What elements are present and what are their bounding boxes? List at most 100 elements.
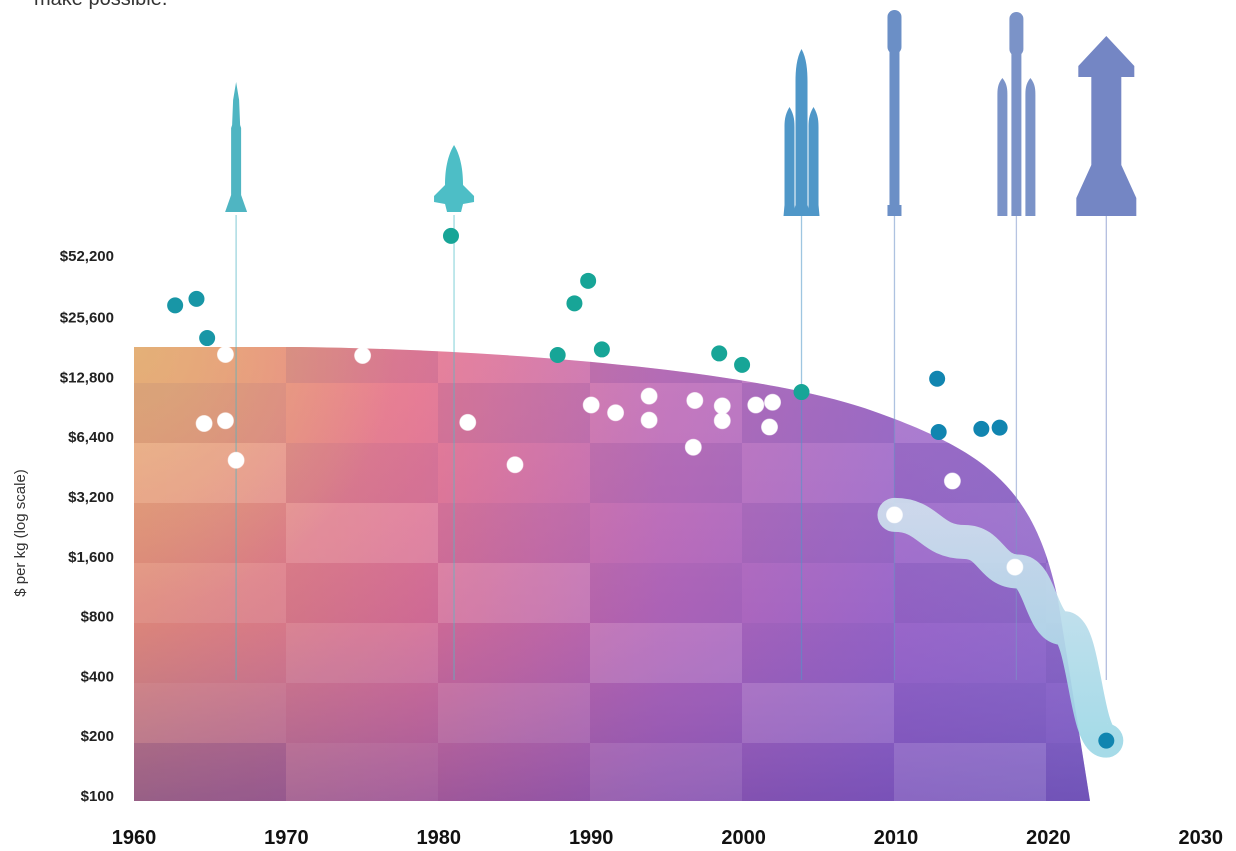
x-tick-label: 2000 xyxy=(721,827,766,849)
tile xyxy=(742,347,894,383)
tile xyxy=(438,383,590,443)
tile xyxy=(438,623,590,683)
y-tick-label: $12,800 xyxy=(60,369,114,386)
cost-area xyxy=(134,347,1100,801)
y-axis-ticks: $52,200 $25,600 $12,800 $6,400 $3,200 $1,600 $… xyxy=(60,248,114,805)
data-point xyxy=(442,227,459,244)
cost-area-corner-glow xyxy=(134,347,394,607)
tile xyxy=(742,683,894,743)
tile xyxy=(438,743,590,801)
falcon-9-body xyxy=(889,50,900,216)
tile xyxy=(134,383,286,443)
x-tick-label: 2030 xyxy=(1179,827,1224,849)
tile xyxy=(286,623,438,683)
tile xyxy=(134,443,286,503)
tile xyxy=(438,503,590,563)
tile xyxy=(286,383,438,443)
rocket-starship-icon xyxy=(1076,36,1137,216)
rocket-falcon-9-icon xyxy=(887,10,902,216)
x-tick-label: 1980 xyxy=(417,827,462,849)
tile xyxy=(590,563,742,623)
data-point xyxy=(188,290,205,307)
tile xyxy=(134,563,286,623)
data-point xyxy=(991,419,1008,436)
y-tick-label: $25,600 xyxy=(60,310,114,327)
tile xyxy=(134,347,286,383)
data-point xyxy=(764,393,782,411)
tile xyxy=(286,563,438,623)
data-point xyxy=(1098,732,1115,749)
y-axis-label: $ per kg (log scale) xyxy=(12,469,29,597)
data-point xyxy=(761,418,779,436)
tile xyxy=(742,743,894,801)
y-tick-label: $52,200 xyxy=(60,248,114,265)
data-point xyxy=(640,387,658,405)
tile xyxy=(134,503,286,563)
y-tick-label: $1,600 xyxy=(68,549,114,566)
data-point xyxy=(580,272,597,289)
x-tick-label: 2010 xyxy=(874,827,919,849)
x-tick-label: 1970 xyxy=(264,827,309,849)
center-core xyxy=(1011,52,1022,216)
tile xyxy=(134,623,286,683)
side-core xyxy=(997,78,1008,216)
tile xyxy=(1046,347,1090,383)
data-point xyxy=(582,396,600,414)
data-point xyxy=(506,456,524,474)
data-point xyxy=(711,345,728,362)
tile xyxy=(894,683,1046,743)
data-point xyxy=(943,472,961,490)
data-point xyxy=(1006,558,1024,576)
tile-grid xyxy=(134,347,1100,801)
tile xyxy=(438,563,590,623)
tile xyxy=(742,503,894,563)
x-tick-label: 2020 xyxy=(1026,827,1071,849)
data-point xyxy=(929,370,946,387)
tile xyxy=(286,743,438,801)
y-tick-label: $800 xyxy=(81,609,114,626)
tile xyxy=(1046,383,1100,443)
side-core xyxy=(1025,78,1036,216)
tile xyxy=(894,443,1046,503)
tile xyxy=(438,683,590,743)
x-tick-label: 1960 xyxy=(112,827,157,849)
tile xyxy=(742,563,894,623)
tile xyxy=(286,503,438,563)
tile xyxy=(590,743,742,801)
tile xyxy=(1046,503,1090,563)
tile xyxy=(894,383,1046,443)
saturn-v-body xyxy=(225,82,248,212)
data-point xyxy=(930,423,947,440)
rocket-saturn-v-icon xyxy=(225,82,248,212)
rocket-space-shuttle-icon xyxy=(434,145,475,212)
data-point xyxy=(199,330,216,347)
rocket-guide-lines xyxy=(235,215,1107,680)
data-point xyxy=(793,384,810,401)
y-tick-label: $3,200 xyxy=(68,489,114,506)
tile xyxy=(438,347,590,383)
tile xyxy=(286,443,438,503)
data-point xyxy=(686,391,704,409)
tile xyxy=(742,443,894,503)
tile xyxy=(1046,443,1090,503)
side-booster xyxy=(807,107,820,216)
y-tick-label: $400 xyxy=(81,668,114,685)
data-point xyxy=(713,412,731,430)
rocket-falcon-heavy-icon xyxy=(997,12,1036,216)
y-tick-label: $6,400 xyxy=(68,429,114,446)
data-point xyxy=(593,341,610,358)
fairing xyxy=(1009,12,1024,56)
side-booster xyxy=(783,107,796,216)
data-point xyxy=(227,451,245,469)
rocket-icons xyxy=(225,10,1137,216)
tile xyxy=(134,743,286,801)
fairing xyxy=(887,10,902,54)
data-point xyxy=(216,412,234,430)
data-point xyxy=(973,420,990,437)
tile xyxy=(590,443,742,503)
shuttle-body xyxy=(434,145,475,212)
tile xyxy=(590,623,742,683)
data-point xyxy=(747,396,765,414)
data-point xyxy=(734,356,751,373)
